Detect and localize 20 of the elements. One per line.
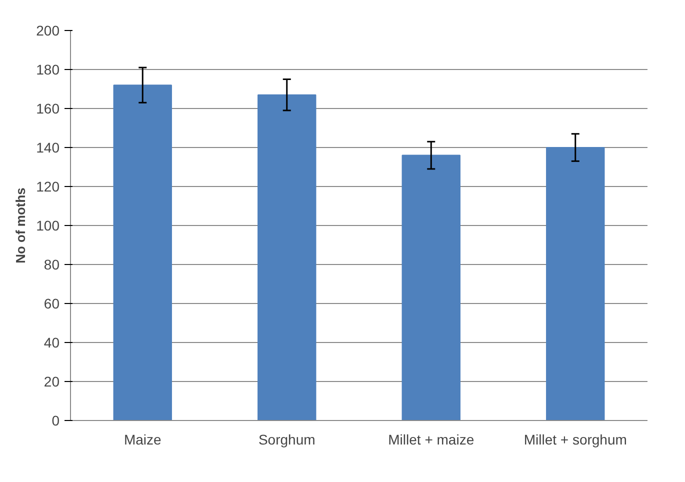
bar [546,147,605,420]
y-tick-label: 160 [36,100,60,116]
y-tick-label: 100 [36,218,60,234]
y-tick-label: 140 [36,140,60,156]
x-tick-label: Maize [124,432,162,448]
y-tick-label: 0 [52,412,60,428]
bar [402,154,460,420]
x-tick-label: Millet + maize [388,432,474,448]
y-tick-label: 200 [36,22,60,38]
y-tick-label: 80 [44,256,60,272]
y-tick-label: 180 [36,62,60,78]
y-tick-label: 40 [44,334,60,350]
y-tick-label: 20 [44,374,60,390]
x-tick-label: Millet + sorghum [524,432,627,448]
y-tick-label: 60 [44,296,60,312]
bar [258,94,316,420]
x-tick-label: Sorghum [258,432,316,448]
y-tick-label: 120 [36,178,60,194]
y-axis-title: No of moths [13,188,28,264]
bar [113,84,172,420]
